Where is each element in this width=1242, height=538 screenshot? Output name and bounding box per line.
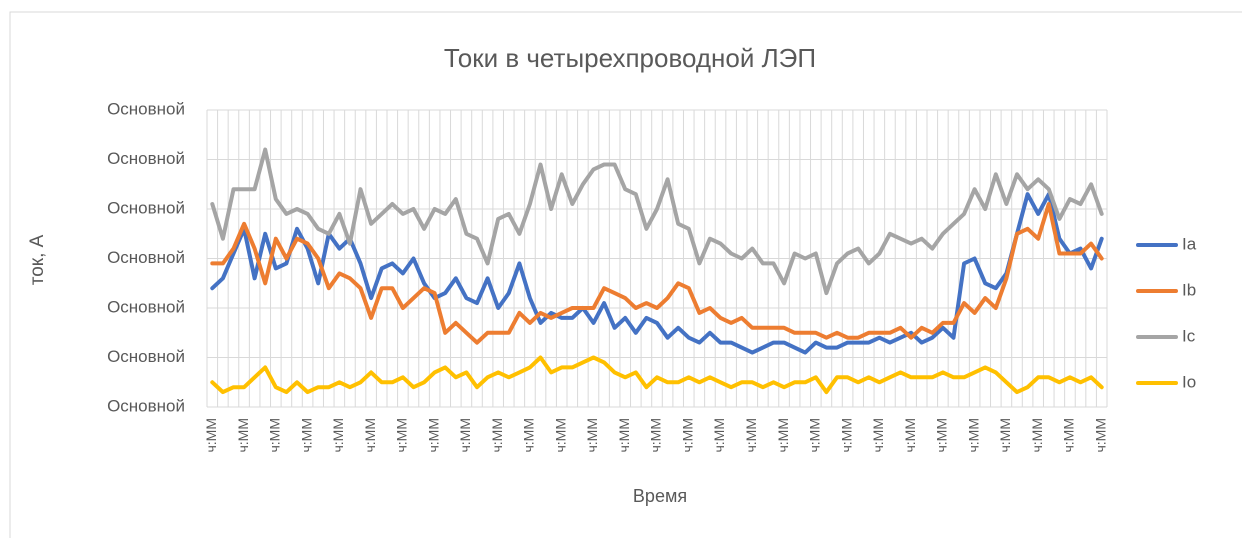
x-tick-label: ч:ММ xyxy=(838,418,854,453)
x-tick-label: ч:ММ xyxy=(1092,418,1108,453)
x-tick-label: ч:ММ xyxy=(394,418,410,453)
y-tick-label: Основной xyxy=(107,347,185,366)
x-tick-label: ч:ММ xyxy=(267,418,283,453)
legend-label: Io xyxy=(1182,372,1196,391)
legend-label: Ia xyxy=(1182,234,1197,253)
series-line xyxy=(210,355,1104,395)
x-tick-label: ч:ММ xyxy=(616,418,632,453)
chart-title: Токи в четырехпроводной ЛЭП xyxy=(444,43,816,73)
x-tick-label: ч:ММ xyxy=(775,418,791,453)
x-tick-label: ч:ММ xyxy=(965,418,981,453)
series-line xyxy=(210,202,1104,345)
x-tick-label: ч:ММ xyxy=(235,418,251,453)
x-tick-label: ч:ММ xyxy=(298,418,314,453)
x-tick-label: ч:ММ xyxy=(552,418,568,453)
y-tick-label: Основной xyxy=(107,248,185,267)
series-line xyxy=(210,192,1104,355)
x-tick-label: ч:ММ xyxy=(711,418,727,453)
x-tick-label: ч:ММ xyxy=(489,418,505,453)
series-line xyxy=(210,147,1104,296)
x-tick-label: ч:ММ xyxy=(584,418,600,453)
y-tick-label: Основной xyxy=(107,149,185,168)
x-tick-label: ч:ММ xyxy=(743,418,759,453)
x-tick-label: ч:ММ xyxy=(1061,418,1077,453)
x-tick-label: ч:ММ xyxy=(362,418,378,453)
y-tick-label: Основной xyxy=(107,396,185,415)
x-tick-label: ч:ММ xyxy=(1029,418,1045,453)
x-tick-label: ч:ММ xyxy=(997,418,1013,453)
y-tick-label: Основной xyxy=(107,198,185,217)
x-tick-label: ч:ММ xyxy=(934,418,950,453)
x-tick-label: ч:ММ xyxy=(902,418,918,453)
x-tick-label: ч:ММ xyxy=(807,418,823,453)
chart-border xyxy=(9,11,1242,538)
x-tick-label: ч:ММ xyxy=(425,418,441,453)
x-tick-label: ч:ММ xyxy=(203,418,219,453)
y-axis-title: ток, А xyxy=(27,234,48,285)
legend-label: Ic xyxy=(1182,326,1196,345)
legend-label: Ib xyxy=(1182,280,1196,299)
x-tick-label: ч:ММ xyxy=(870,418,886,453)
x-tick-label: ч:ММ xyxy=(679,418,695,453)
y-tick-label: Основной xyxy=(107,99,185,118)
x-tick-label: ч:ММ xyxy=(330,418,346,453)
x-tick-label: ч:ММ xyxy=(457,418,473,453)
y-tick-label: Основной xyxy=(107,297,185,316)
x-axis-title: Время xyxy=(633,486,687,506)
x-tick-label: ч:ММ xyxy=(521,418,537,453)
x-tick-label: ч:ММ xyxy=(648,418,664,453)
